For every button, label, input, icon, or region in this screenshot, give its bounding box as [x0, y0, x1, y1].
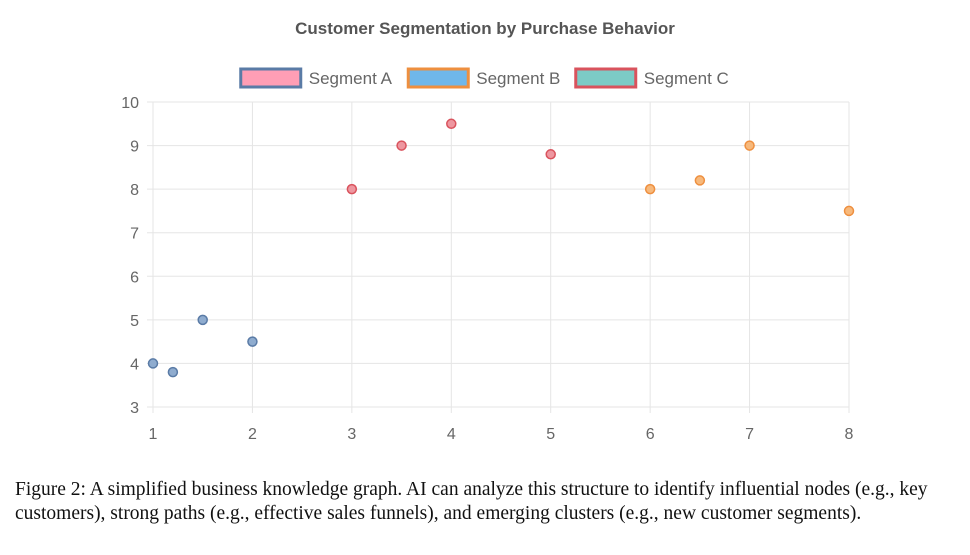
data-point[interactable]	[396, 140, 407, 151]
data-point[interactable]	[644, 183, 656, 195]
x-tick-label: 3	[347, 426, 356, 443]
legend-item-segment-c[interactable]: Segment C	[574, 67, 729, 89]
y-tick-label: 9	[130, 139, 139, 156]
figure-caption: Figure 2: A simplified business knowledg…	[15, 479, 928, 524]
y-tick-label: 4	[130, 356, 139, 373]
y-tick-label: 3	[130, 400, 139, 417]
data-point[interactable]	[545, 149, 556, 160]
data-point[interactable]	[346, 183, 358, 195]
legend-swatch	[406, 67, 470, 89]
y-tick-label: 7	[130, 226, 139, 243]
chart-grid	[147, 101, 850, 413]
chart-title: Customer Segmentation by Purchase Behavi…	[295, 19, 675, 38]
y-tick-label: 8	[130, 182, 139, 199]
data-point[interactable]	[247, 336, 258, 347]
x-tick-label: 5	[546, 426, 555, 443]
data-points	[147, 118, 855, 378]
data-point[interactable]	[147, 358, 159, 369]
x-tick-label: 4	[447, 426, 456, 443]
legend-label: Segment A	[309, 69, 393, 88]
chart-legend: Segment A Segment B Segment C	[239, 67, 729, 89]
x-tick-label: 8	[845, 426, 854, 443]
y-tick-label: 5	[130, 313, 139, 330]
scatter-chart: Customer Segmentation by Purchase Behavi…	[121, 19, 855, 443]
series-segment-b	[644, 140, 855, 217]
data-point[interactable]	[446, 118, 457, 130]
legend-label: Segment C	[644, 69, 729, 88]
series-segment-c	[346, 118, 556, 195]
legend-label: Segment B	[476, 69, 560, 88]
y-tick-label: 6	[130, 269, 139, 286]
legend-swatch	[239, 67, 303, 89]
data-point[interactable]	[694, 175, 706, 186]
x-tick-label: 6	[646, 426, 655, 443]
legend-item-segment-a[interactable]: Segment A	[239, 67, 393, 89]
data-point[interactable]	[744, 140, 755, 151]
data-point[interactable]	[197, 314, 208, 326]
legend-item-segment-b[interactable]: Segment B	[406, 67, 560, 89]
x-tick-label: 1	[149, 426, 158, 443]
legend-swatch	[574, 67, 638, 89]
series-segment-a	[147, 314, 258, 378]
data-point[interactable]	[843, 205, 855, 217]
x-tick-label: 2	[248, 426, 257, 443]
axis-ticks: 1 2 3 4 5 6 7 8 3 4 5 6 7 8 9 10	[121, 95, 853, 443]
x-tick-label: 7	[745, 426, 754, 443]
y-tick-label: 10	[121, 95, 139, 112]
data-point[interactable]	[167, 366, 179, 378]
